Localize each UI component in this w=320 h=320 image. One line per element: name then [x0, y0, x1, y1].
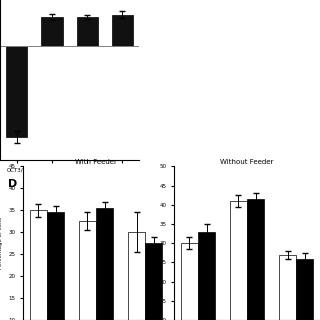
Y-axis label: Percentage of cells: Percentage of cells	[0, 217, 3, 269]
Bar	[30, 210, 47, 320]
Bar	[296, 259, 313, 320]
Bar	[96, 208, 113, 320]
Bar	[279, 255, 296, 320]
Title: With Feeder: With Feeder	[75, 159, 117, 164]
Bar	[79, 221, 96, 320]
Bar	[230, 201, 247, 320]
Bar	[76, 17, 98, 46]
Bar	[198, 232, 215, 320]
Bar	[247, 199, 264, 320]
Bar	[181, 243, 198, 320]
Bar	[112, 15, 133, 46]
Title: Without Feeder: Without Feeder	[220, 159, 274, 164]
Bar	[145, 243, 163, 320]
Bar	[47, 212, 64, 320]
Text: D: D	[8, 179, 17, 189]
Bar	[42, 17, 62, 46]
Bar	[128, 232, 145, 320]
Bar	[6, 46, 28, 137]
